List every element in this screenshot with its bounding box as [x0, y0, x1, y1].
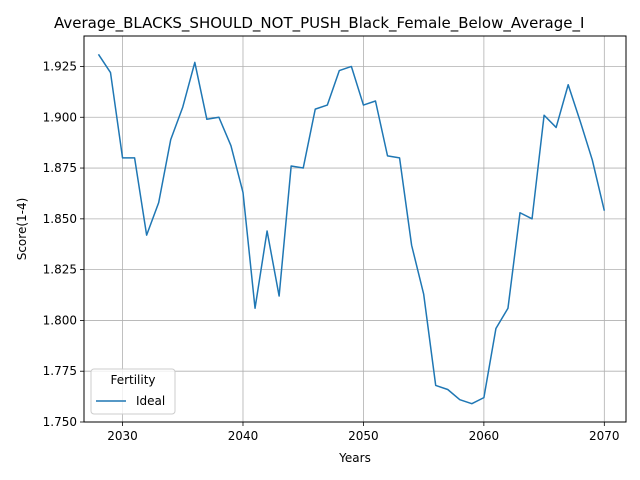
y-tick-label: 1.875	[43, 161, 77, 175]
legend: Fertility Ideal	[90, 368, 176, 415]
y-tick-label: 1.925	[43, 59, 77, 73]
y-tick-label: 1.900	[43, 110, 77, 124]
x-tick-label: 2030	[107, 429, 138, 443]
x-tick-label: 2060	[469, 429, 500, 443]
x-tick-label: 2070	[589, 429, 620, 443]
y-axis-label: Score(1-4)	[15, 198, 29, 261]
legend-label-ideal: Ideal	[136, 394, 165, 408]
series-line-ideal	[97, 53, 606, 405]
y-tick-label: 1.800	[43, 313, 77, 327]
y-tick-label: 1.750	[43, 415, 77, 429]
legend-title: Fertility	[110, 373, 155, 387]
x-tick-label: 2040	[228, 429, 259, 443]
x-tick-label: 2050	[348, 429, 379, 443]
y-tick-label: 1.850	[43, 212, 77, 226]
y-tick-label: 1.825	[43, 263, 77, 277]
series-lines	[97, 53, 606, 405]
plot-area-background	[84, 36, 626, 422]
chart-title: Average_BLACKS_SHOULD_NOT_PUSH_Black_Fem…	[54, 14, 584, 33]
x-axis-label: Years	[338, 451, 371, 465]
legend-frame	[90, 368, 176, 415]
y-tick-label: 1.775	[43, 364, 77, 378]
axis-ticks: 2030 2040 2050 2060 2070 1.750 1.775 1.800 1.825…	[43, 59, 620, 443]
plot-area-frame	[83, 35, 627, 423]
